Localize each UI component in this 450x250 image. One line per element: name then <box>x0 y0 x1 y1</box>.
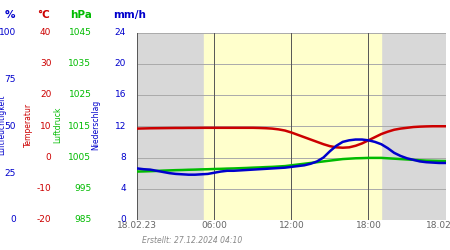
Text: 1035: 1035 <box>68 59 91 68</box>
Text: mm/h: mm/h <box>113 10 146 20</box>
Text: 75: 75 <box>4 75 16 84</box>
Text: 24: 24 <box>115 28 126 37</box>
Text: 1015: 1015 <box>68 122 91 131</box>
Text: Niederschlag: Niederschlag <box>91 100 100 150</box>
Bar <box>204 32 381 220</box>
Text: 100: 100 <box>0 28 16 37</box>
Text: 995: 995 <box>74 184 91 193</box>
Text: 20: 20 <box>40 90 51 100</box>
Text: 30: 30 <box>40 59 51 68</box>
Text: Temperatur: Temperatur <box>24 103 33 147</box>
Text: Luftdruck: Luftdruck <box>53 107 62 143</box>
Text: 1005: 1005 <box>68 153 91 162</box>
Text: Erstellt: 27.12.2024 04:10: Erstellt: 27.12.2024 04:10 <box>142 236 242 245</box>
Text: °C: °C <box>37 10 50 20</box>
Text: %: % <box>4 10 15 20</box>
Text: 50: 50 <box>4 122 16 131</box>
Text: 0: 0 <box>120 216 126 224</box>
Text: Luftfeuchtigkeit: Luftfeuchtigkeit <box>0 95 6 155</box>
Text: 10: 10 <box>40 122 51 131</box>
Text: -10: -10 <box>36 184 51 193</box>
Text: 40: 40 <box>40 28 51 37</box>
Text: 4: 4 <box>121 184 126 193</box>
Text: hPa: hPa <box>70 10 92 20</box>
Text: 1025: 1025 <box>68 90 91 100</box>
Text: 12: 12 <box>115 122 126 131</box>
Text: 1045: 1045 <box>68 28 91 37</box>
Text: 25: 25 <box>4 168 16 177</box>
Text: 985: 985 <box>74 216 91 224</box>
Text: 16: 16 <box>114 90 126 100</box>
Text: 0: 0 <box>45 153 51 162</box>
Text: -20: -20 <box>37 216 51 224</box>
Text: 0: 0 <box>10 216 16 224</box>
Text: 20: 20 <box>115 59 126 68</box>
Text: 8: 8 <box>120 153 126 162</box>
